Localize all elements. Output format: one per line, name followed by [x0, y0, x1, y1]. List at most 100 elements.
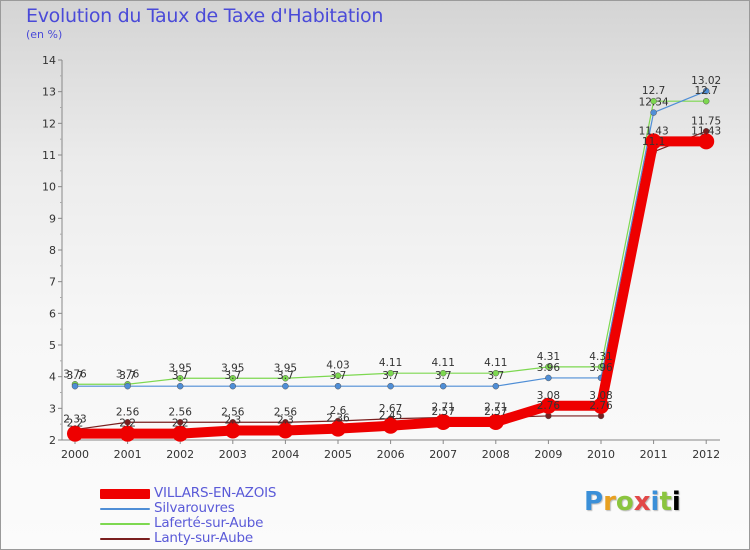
data-point: [492, 369, 500, 377]
data-point: [439, 382, 447, 390]
data-label: 11.75: [691, 115, 721, 127]
data-label: 4.03: [326, 360, 349, 372]
data-label: 2.56: [221, 406, 245, 418]
y-tick-label: 3: [49, 402, 56, 415]
legend-item: Lanty-sur-Aube: [100, 531, 276, 546]
logo-letter: t: [659, 487, 672, 517]
data-point: [124, 382, 131, 390]
proxiti-logo: Proxiti: [584, 487, 681, 517]
chart-legend: VILLARS-EN-AZOIS Silvarouvres Laferté-su…: [100, 486, 276, 546]
data-label: 3.7: [67, 370, 84, 382]
legend-label: Laferté-sur-Aube: [154, 515, 264, 531]
data-label: 2.71: [484, 402, 507, 414]
y-tick-label: 6: [49, 307, 56, 320]
data-label: 4.31: [537, 351, 560, 363]
logo-letter: o: [615, 487, 634, 517]
data-label: 3.7: [330, 370, 347, 382]
legend-item: VILLARS-EN-AZOIS: [100, 486, 276, 501]
x-tick-label: 2000: [61, 448, 89, 461]
data-point: [545, 374, 552, 382]
legend-swatch: [100, 507, 150, 510]
data-label: 2.2: [119, 418, 136, 430]
data-label: 2.56: [274, 406, 298, 418]
data-label: 2.67: [379, 403, 402, 415]
data-point: [176, 419, 184, 426]
data-point: [330, 420, 346, 437]
data-point: [540, 397, 557, 414]
data-label: 3.7: [224, 370, 241, 382]
x-tick-label: 2002: [166, 448, 194, 461]
data-label: 2.56: [169, 406, 193, 418]
data-point: [487, 413, 504, 430]
data-label: 3.7: [119, 370, 136, 382]
y-tick-label: 11: [42, 149, 56, 162]
y-tick-label: 7: [49, 276, 56, 289]
y-tick-label: 8: [49, 244, 56, 257]
x-tick-label: 2011: [640, 448, 668, 461]
data-point: [282, 375, 289, 382]
data-point: [387, 369, 394, 377]
data-label: 4.11: [432, 357, 455, 369]
x-tick-label: 2003: [219, 448, 247, 461]
data-point: [492, 382, 500, 390]
data-point: [387, 382, 394, 390]
data-label: 2.56: [116, 406, 140, 418]
legend-label: Silvarouvres: [154, 500, 235, 516]
data-label: 3.7: [172, 370, 189, 382]
y-tick-label: 5: [49, 339, 56, 352]
data-point: [650, 97, 657, 105]
data-label: 11.43: [639, 125, 669, 137]
legend-swatch: [100, 488, 150, 499]
data-label: 2.2: [172, 418, 189, 430]
legend-label: Lanty-sur-Aube: [154, 530, 253, 546]
data-point: [645, 133, 662, 150]
data-point: [172, 425, 189, 442]
data-label: 2.45: [379, 410, 402, 422]
y-tick-label: 9: [49, 212, 56, 225]
logo-letter: r: [603, 487, 616, 517]
data-point: [71, 382, 79, 390]
y-tick-label: 4: [49, 371, 56, 384]
data-label: 2.71: [432, 402, 455, 414]
data-label: 2.76: [537, 400, 561, 412]
x-tick-label: 2004: [271, 448, 299, 461]
legend-swatch: [100, 522, 150, 525]
x-tick-label: 2006: [377, 448, 405, 461]
data-point: [593, 397, 609, 414]
data-point: [229, 375, 237, 382]
data-point: [702, 87, 710, 95]
logo-letter: P: [584, 487, 604, 517]
data-point: [334, 372, 342, 379]
logo-letter: i: [671, 487, 681, 517]
x-tick-label: 2008: [482, 448, 510, 461]
data-label: 12.34: [639, 97, 669, 109]
data-label: 3.7: [382, 370, 399, 382]
data-point: [176, 382, 184, 390]
legend-label: VILLARS-EN-AZOIS: [154, 485, 277, 501]
data-label: 3.96: [589, 362, 613, 374]
data-label: 12.7: [695, 85, 718, 97]
data-point: [439, 369, 447, 377]
data-label: 3.96: [537, 362, 561, 374]
data-label: 3.08: [589, 390, 612, 402]
data-label: 4.11: [484, 357, 507, 369]
data-label: 3.76: [63, 368, 87, 380]
data-point: [597, 412, 605, 420]
data-point: [698, 133, 715, 150]
legend-item: Silvarouvres: [100, 501, 276, 516]
y-tick-label: 14: [42, 54, 56, 67]
x-tick-label: 2010: [587, 448, 615, 461]
data-point: [702, 97, 710, 105]
data-point: [119, 425, 136, 442]
data-label: 2.57: [432, 406, 455, 418]
data-point: [277, 422, 294, 439]
data-label: 2.3: [277, 415, 294, 427]
data-label: 13.02: [691, 75, 721, 87]
legend-item: Laferté-sur-Aube: [100, 516, 276, 531]
legend-swatch: [100, 537, 150, 540]
data-label: 3.7: [435, 370, 452, 382]
x-tick-label: 2012: [692, 448, 720, 461]
data-point: [67, 425, 83, 442]
data-point: [124, 419, 131, 426]
